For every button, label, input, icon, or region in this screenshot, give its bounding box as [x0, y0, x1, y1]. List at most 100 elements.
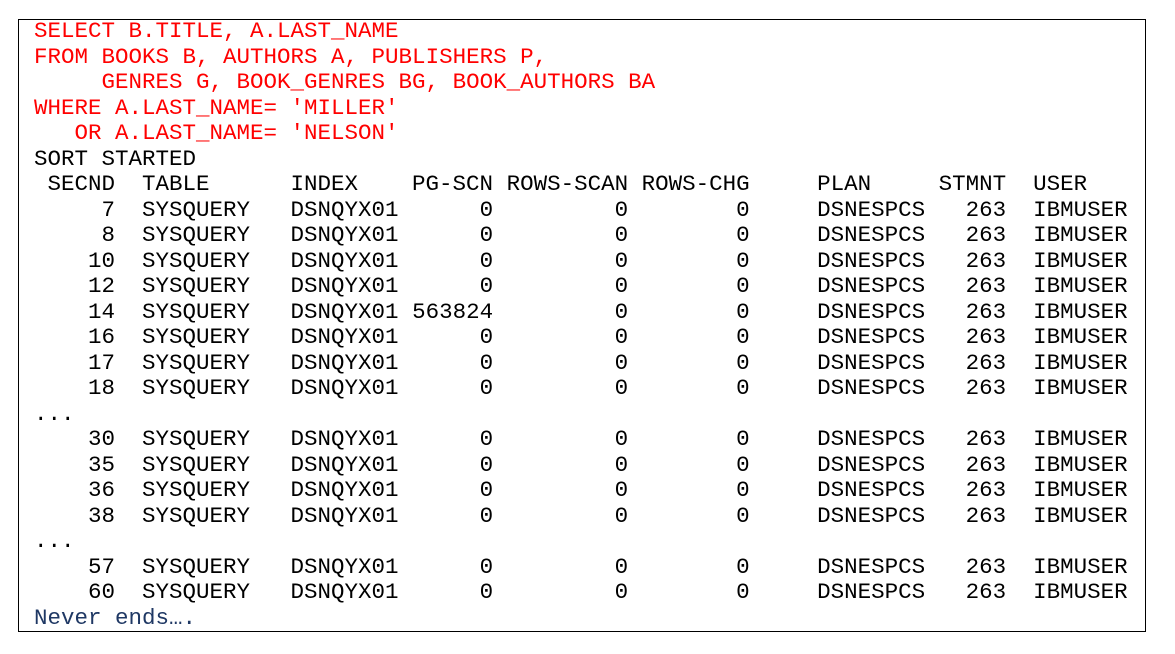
table-row: 30 SYSQUERY DSNQYX01 0 0 0 DSNESPCS 263 IBMUSER	[34, 426, 1141, 453]
table-row: 38 SYSQUERY DSNQYX01 0 0 0 DSNESPCS 263 IBMUSER	[34, 502, 1141, 530]
cell-plan: DSNESPCS	[817, 298, 926, 325]
cell-index: DSNQYX01	[290, 375, 399, 401]
cell-stmnt: 263	[965, 426, 1007, 452]
cell-user: IBMUSER	[1033, 579, 1128, 605]
cell-stmnt: 263	[965, 222, 1007, 248]
cell-index: DSNQYX01	[290, 451, 399, 478]
cell-rows-chg: 0	[736, 349, 750, 376]
cell-stmnt: 263	[965, 579, 1007, 605]
cell-rows-chg: 0	[736, 451, 750, 478]
cell-rows-scan: 0	[614, 196, 629, 223]
cell-rows-chg: 0	[736, 324, 750, 350]
cell-stmnt: 263	[965, 477, 1007, 503]
cell-plan: DSNESPCS	[817, 273, 926, 299]
cell-rows-chg: 0	[736, 247, 750, 274]
cell-rows-scan: 0	[614, 579, 629, 605]
cell-user: IBMUSER	[1033, 222, 1128, 248]
cell-rows-scan: 0	[614, 324, 629, 350]
cell-index: DSNQYX01	[290, 426, 399, 452]
cell-pg-scn: 0	[479, 553, 494, 580]
cell-secnd: 57	[88, 553, 116, 580]
cell-user: IBMUSER	[1033, 349, 1128, 376]
cell-pg-scn: 563824	[412, 298, 494, 325]
column-header-plan: PLAN	[817, 171, 872, 197]
cell-secnd: 7	[101, 196, 116, 223]
cell-secnd: 60	[88, 579, 116, 605]
cell-table: SYSQUERY	[142, 247, 251, 274]
table-row: 12 SYSQUERY DSNQYX01 0 0 0 DSNESPCS 263 IBMUSER	[34, 273, 1141, 300]
column-header-index: INDEX	[290, 171, 359, 197]
cell-user: IBMUSER	[1033, 426, 1128, 452]
cell-secnd: 14	[88, 298, 116, 325]
table-row: 7 SYSQUERY DSNQYX01 0 0 0 DSNESPCS 263 IBMUSER	[34, 196, 1141, 224]
cell-pg-scn: 0	[479, 196, 494, 223]
cell-rows-chg: 0	[736, 298, 750, 325]
cell-table: SYSQUERY	[142, 553, 251, 580]
table-row: 57 SYSQUERY DSNQYX01 0 0 0 DSNESPCS 263 IBMUSER	[34, 553, 1141, 581]
output-frame	[18, 19, 1146, 632]
cell-pg-scn: 0	[479, 324, 494, 350]
cell-rows-chg: 0	[736, 502, 750, 529]
cell-stmnt: 263	[965, 298, 1007, 325]
cell-rows-chg: 0	[736, 426, 750, 452]
cell-table: SYSQUERY	[142, 451, 251, 478]
cell-stmnt: 263	[965, 375, 1007, 401]
monitor-table: SECND TABLE INDEX PG-SCN ROWS-SCAN ROWS-CHG PL…	[34, 171, 1141, 606]
cell-rows-scan: 0	[614, 502, 629, 529]
cell-rows-scan: 0	[614, 273, 629, 299]
cell-rows-chg: 0	[736, 273, 750, 299]
cell-table: SYSQUERY	[142, 196, 251, 223]
cell-rows-scan: 0	[614, 477, 629, 503]
ellipsis-row: ...	[34, 528, 75, 554]
column-header-rows-chg: ROWS-CHG	[641, 171, 750, 197]
cell-index: DSNQYX01	[290, 553, 399, 580]
cell-pg-scn: 0	[479, 349, 494, 376]
cell-rows-scan: 0	[614, 222, 629, 248]
cell-secnd: 18	[88, 375, 116, 401]
cell-plan: DSNESPCS	[817, 196, 926, 223]
cell-plan: DSNESPCS	[817, 477, 926, 503]
cell-rows-scan: 0	[614, 426, 629, 452]
query-line: GENRES G, BOOK_GENRES BG, BOOK_AUTHORS B…	[34, 69, 656, 95]
cell-table: SYSQUERY	[142, 222, 251, 248]
cell-user: IBMUSER	[1033, 477, 1128, 503]
table-row: 60 SYSQUERY DSNQYX01 0 0 0 DSNESPCS 263 IBMUSER	[34, 579, 1141, 606]
cell-index: DSNQYX01	[290, 222, 399, 248]
cell-pg-scn: 0	[479, 426, 494, 452]
cell-pg-scn: 0	[479, 222, 494, 248]
cell-pg-scn: 0	[479, 451, 494, 478]
query-output: SELECT B.TITLE, A.LAST_NAME FROM BOOKS B,…	[34, 18, 1141, 631]
cell-index: DSNQYX01	[290, 502, 399, 529]
cell-secnd: 10	[88, 247, 116, 274]
cell-plan: DSNESPCS	[817, 247, 926, 274]
cell-rows-scan: 0	[614, 349, 629, 376]
cell-index: DSNQYX01	[290, 247, 399, 274]
cell-secnd: 38	[88, 502, 116, 529]
cell-plan: DSNESPCS	[817, 553, 926, 580]
table-row: 36 SYSQUERY DSNQYX01 0 0 0 DSNESPCS 263 IBMUSER	[34, 477, 1141, 504]
column-header-user: USER	[1033, 171, 1088, 197]
cell-secnd: 16	[88, 324, 116, 350]
cell-user: IBMUSER	[1033, 273, 1128, 299]
cell-stmnt: 263	[965, 273, 1007, 299]
cell-plan: DSNESPCS	[817, 349, 926, 376]
cell-table: SYSQUERY	[142, 477, 251, 503]
sql-query: SELECT B.TITLE, A.LAST_NAME FROM BOOKS B,…	[34, 18, 1141, 147]
cell-index: DSNQYX01	[290, 324, 399, 350]
cell-user: IBMUSER	[1033, 502, 1128, 529]
query-line: OR A.LAST_NAME= 'NELSON'	[34, 120, 399, 146]
cell-rows-scan: 0	[614, 553, 629, 580]
cell-plan: DSNESPCS	[817, 451, 926, 478]
table-row: 14 SYSQUERY DSNQYX01 563824 0 0 DSNESPCS 263 IBM…	[34, 298, 1141, 326]
cell-plan: DSNESPCS	[817, 426, 926, 452]
cell-secnd: 36	[88, 477, 116, 503]
cell-index: DSNQYX01	[290, 298, 399, 325]
cell-user: IBMUSER	[1033, 298, 1128, 325]
cell-plan: DSNESPCS	[817, 502, 926, 529]
cell-stmnt: 263	[965, 502, 1007, 529]
cell-index: DSNQYX01	[290, 349, 399, 376]
cell-secnd: 35	[88, 451, 116, 478]
table-header: SECND TABLE INDEX PG-SCN ROWS-SCAN ROWS-CHG PL…	[34, 171, 1141, 198]
cell-user: IBMUSER	[1033, 324, 1128, 350]
cell-plan: DSNESPCS	[817, 375, 926, 401]
